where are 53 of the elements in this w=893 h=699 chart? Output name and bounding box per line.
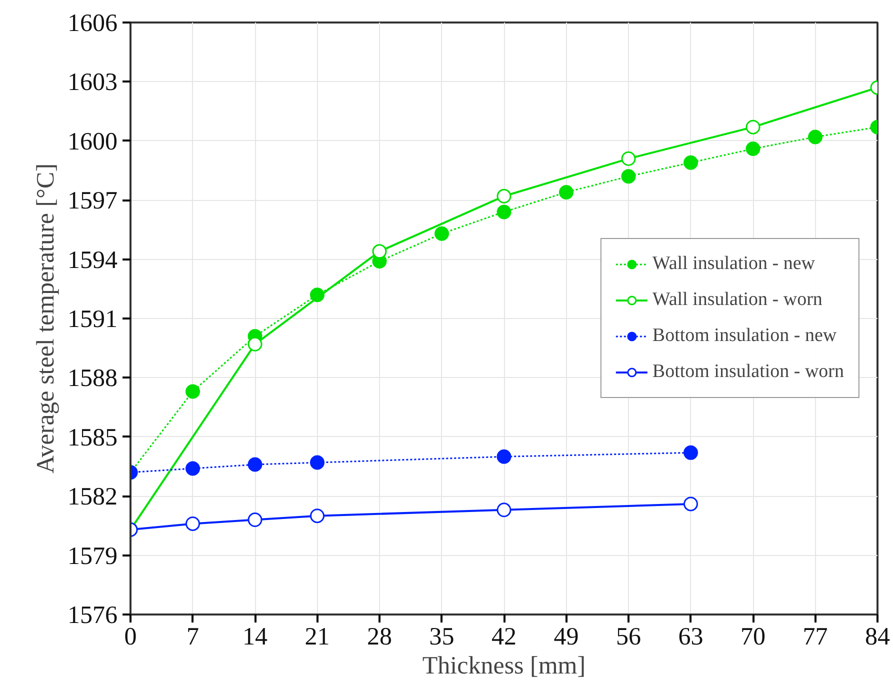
x-tick-label: 21 bbox=[304, 624, 330, 650]
point bbox=[746, 120, 760, 134]
point bbox=[621, 169, 636, 184]
x-tick-label: 63 bbox=[678, 624, 704, 650]
point bbox=[248, 512, 262, 528]
x-tick-label: 7 bbox=[186, 624, 199, 650]
point bbox=[372, 244, 387, 259]
y-tick-label: 1582 bbox=[68, 484, 118, 511]
point bbox=[186, 384, 200, 399]
y-axis-title: Average steel temperature [°C] bbox=[32, 163, 60, 474]
x-tick-label: 35 bbox=[429, 624, 454, 650]
x-tick-label: 42 bbox=[492, 624, 516, 650]
legend-label: Bottom insulation - worn bbox=[652, 361, 844, 383]
point bbox=[248, 336, 262, 352]
point bbox=[808, 130, 822, 144]
point bbox=[496, 449, 512, 464]
x-axis-title: Thickness [mm] bbox=[422, 652, 586, 680]
point bbox=[621, 151, 636, 166]
x-tick-label: 28 bbox=[367, 624, 392, 650]
x-tick-label: 70 bbox=[740, 624, 766, 650]
point bbox=[496, 502, 512, 518]
point bbox=[684, 496, 698, 512]
point bbox=[496, 188, 512, 204]
point bbox=[684, 155, 698, 170]
y-tick-label: 1600 bbox=[68, 128, 118, 156]
point bbox=[186, 461, 200, 476]
x-tick-label: 49 bbox=[554, 624, 579, 650]
y-tick-label: 1585 bbox=[68, 424, 118, 452]
x-tick-label: 77 bbox=[802, 624, 828, 650]
point bbox=[310, 455, 324, 470]
y-tick-label: 1603 bbox=[68, 69, 118, 96]
point bbox=[496, 204, 512, 220]
point bbox=[310, 508, 324, 524]
legend-label: Wall insulation - new bbox=[652, 253, 815, 275]
y-tick-label: 1597 bbox=[68, 188, 118, 215]
y-tick-label: 1588 bbox=[68, 365, 118, 392]
y-tick-label: 1606 bbox=[68, 10, 118, 37]
y-tick-label: 1594 bbox=[68, 246, 118, 274]
y-tick-label: 1591 bbox=[68, 306, 118, 333]
y-tick-label: 1579 bbox=[68, 542, 118, 570]
point bbox=[559, 184, 574, 200]
x-tick-label: 14 bbox=[242, 624, 268, 650]
point bbox=[434, 226, 449, 241]
y-tick-label: 1576 bbox=[68, 602, 118, 629]
x-tick-label: 84 bbox=[865, 624, 890, 650]
point bbox=[746, 142, 760, 156]
point bbox=[248, 457, 262, 472]
legend-label: Wall insulation - worn bbox=[652, 289, 822, 311]
legend-label: Bottom insulation - new bbox=[652, 325, 837, 347]
x-tick-label: 56 bbox=[616, 624, 641, 650]
x-tick-label: 0 bbox=[124, 624, 137, 650]
point bbox=[684, 445, 698, 460]
point bbox=[186, 516, 200, 531]
